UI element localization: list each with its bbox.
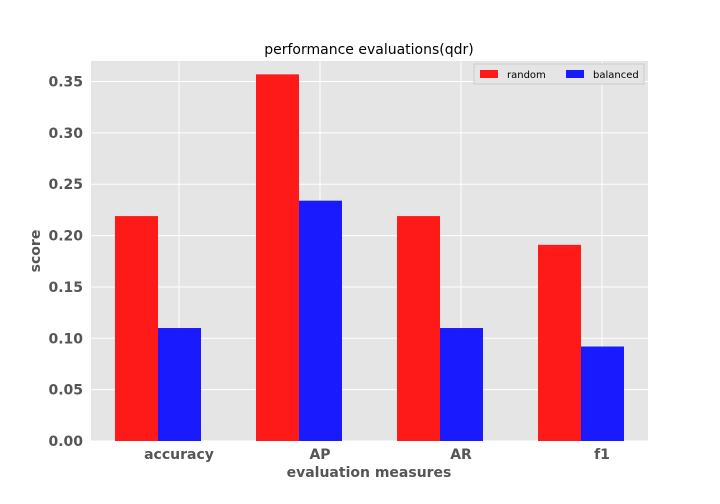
legend-box	[473, 63, 645, 85]
y-tick-label: 0.20	[48, 229, 83, 245]
legend: random balanced	[473, 63, 645, 85]
legend-swatch-random	[480, 70, 498, 78]
y-tick-label: 0.25	[48, 177, 83, 193]
legend-swatch-balanced	[566, 70, 584, 78]
x-tick-label: accuracy	[144, 447, 214, 463]
bar-balanced-AP	[299, 200, 342, 441]
x-tick-label: f1	[594, 447, 610, 463]
bar-random-accuracy	[115, 216, 158, 441]
bar-random-f1	[538, 244, 581, 441]
y-tick-labels: 0.00 0.05 0.10 0.15 0.20 0.25 0.30 0.35	[48, 75, 83, 450]
bar-balanced-accuracy	[158, 328, 201, 441]
x-tick-labels: accuracy AP AR f1	[144, 447, 610, 463]
y-tick-label: 0.00	[48, 434, 83, 450]
y-tick-label: 0.35	[48, 75, 83, 91]
legend-label-random: random	[507, 70, 546, 81]
y-tick-label: 0.05	[48, 383, 83, 399]
legend-label-balanced: balanced	[593, 70, 639, 81]
y-tick-label: 0.30	[48, 126, 83, 142]
bars	[115, 74, 624, 441]
x-tick-label: AR	[450, 447, 472, 463]
y-tick-label: 0.10	[48, 331, 83, 347]
x-axis-label: evaluation measures	[287, 465, 452, 481]
bar-random-AP	[256, 74, 299, 441]
x-tick-label: AP	[309, 447, 330, 463]
bar-balanced-AR	[440, 328, 483, 441]
y-axis-label: score	[28, 230, 44, 273]
bar-random-AR	[397, 216, 440, 441]
bar-balanced-f1	[581, 346, 624, 441]
y-tick-label: 0.15	[48, 280, 83, 296]
chart-title: performance evaluations(qdr)	[264, 42, 474, 58]
